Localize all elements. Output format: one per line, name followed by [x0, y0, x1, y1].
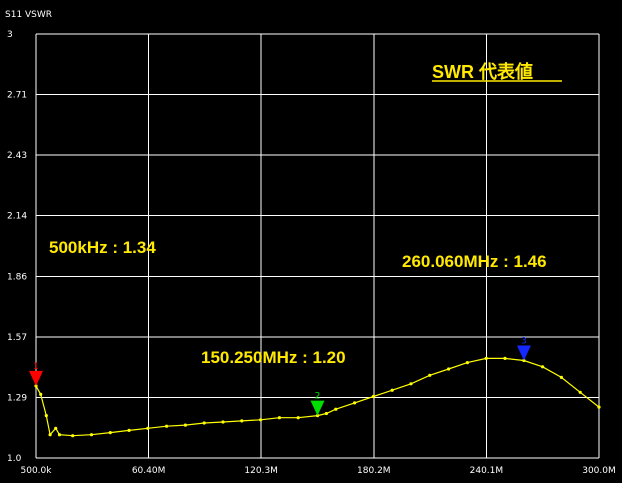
trace-point: [353, 401, 357, 405]
heading-group: SWR 代表値: [432, 61, 562, 82]
chart-heading: SWR 代表値: [432, 61, 533, 82]
trace-line: [35, 357, 600, 437]
trace-point: [390, 388, 394, 392]
trace-point: [44, 414, 48, 418]
trace-point: [165, 424, 169, 428]
trace-point: [465, 361, 469, 365]
trace-point: [578, 390, 582, 394]
y-tick-label: 2.43: [7, 151, 27, 161]
trace-point: [202, 421, 206, 425]
trace-point: [597, 405, 601, 409]
x-tick-labels: 500.0k 60.40M 120.3M 180.2M 240.1M 300.0M: [21, 466, 616, 476]
trace-point: [127, 428, 131, 432]
x-tick-label: 240.1M: [470, 466, 504, 476]
y-tick-label: 1.29: [7, 393, 27, 403]
y-tick-label: 2.14: [7, 212, 27, 222]
x-tick-label: 60.40M: [132, 466, 166, 476]
trace-point: [503, 356, 507, 360]
marker-3-label: 260.060MHz : 1.46: [402, 252, 547, 271]
trace-point: [522, 358, 526, 363]
chart-title: S11 VSWR: [5, 10, 52, 20]
grid-lines: [35, 33, 600, 459]
markers: 1 2 3: [29, 336, 531, 416]
trace-point: [324, 411, 328, 416]
marker-1-label: 500kHz : 1.34: [49, 238, 156, 257]
marker-2-triangle: [310, 400, 325, 416]
trace-point: [541, 365, 545, 369]
trace-point: [108, 431, 112, 435]
trace-point: [48, 433, 52, 437]
trace-point: [447, 367, 451, 371]
trace-point: [484, 356, 488, 360]
marker-3-triangle: [516, 345, 531, 361]
trace-point: [57, 433, 62, 437]
trace-point: [296, 416, 300, 420]
y-tick-label: 3: [7, 30, 13, 40]
trace-point: [89, 433, 94, 437]
marker-1-triangle: [29, 370, 43, 386]
trace-point: [428, 373, 432, 377]
marker-2-label: 150.250MHz : 1.20: [201, 348, 346, 367]
y-tick-labels: 3 2.71 2.43 2.14 1.86 1.57 1.29 1.0: [7, 30, 27, 464]
trace-point: [334, 407, 338, 411]
trace-point: [71, 434, 75, 438]
trace-point: [240, 419, 244, 423]
trace-point: [54, 426, 58, 430]
trace-point: [183, 423, 187, 427]
marker-1-number: 1: [33, 362, 39, 372]
trace-point: [39, 392, 43, 396]
y-tick-label: 1.86: [7, 272, 27, 282]
x-tick-label: 180.2M: [357, 466, 391, 476]
trace-point: [409, 382, 413, 386]
marker-annotations: 500kHz : 1.34 150.250MHz : 1.20 260.060MHz…: [49, 238, 547, 367]
trace-point: [221, 420, 225, 424]
y-tick-label: 2.71: [7, 91, 27, 101]
marker-3-number: 3: [521, 336, 527, 346]
x-tick-label: 120.3M: [244, 466, 278, 476]
y-tick-label: 1.0: [7, 454, 22, 464]
x-tick-label: 500.0k: [21, 466, 53, 476]
trace-point: [146, 426, 150, 430]
trace-point: [371, 394, 375, 399]
trace-point: [277, 416, 281, 420]
x-tick-label: 300.0M: [582, 466, 616, 476]
trace-point: [559, 375, 564, 379]
trace-point: [259, 418, 263, 422]
marker-2-number: 2: [315, 392, 321, 402]
y-tick-label: 1.57: [7, 333, 27, 343]
